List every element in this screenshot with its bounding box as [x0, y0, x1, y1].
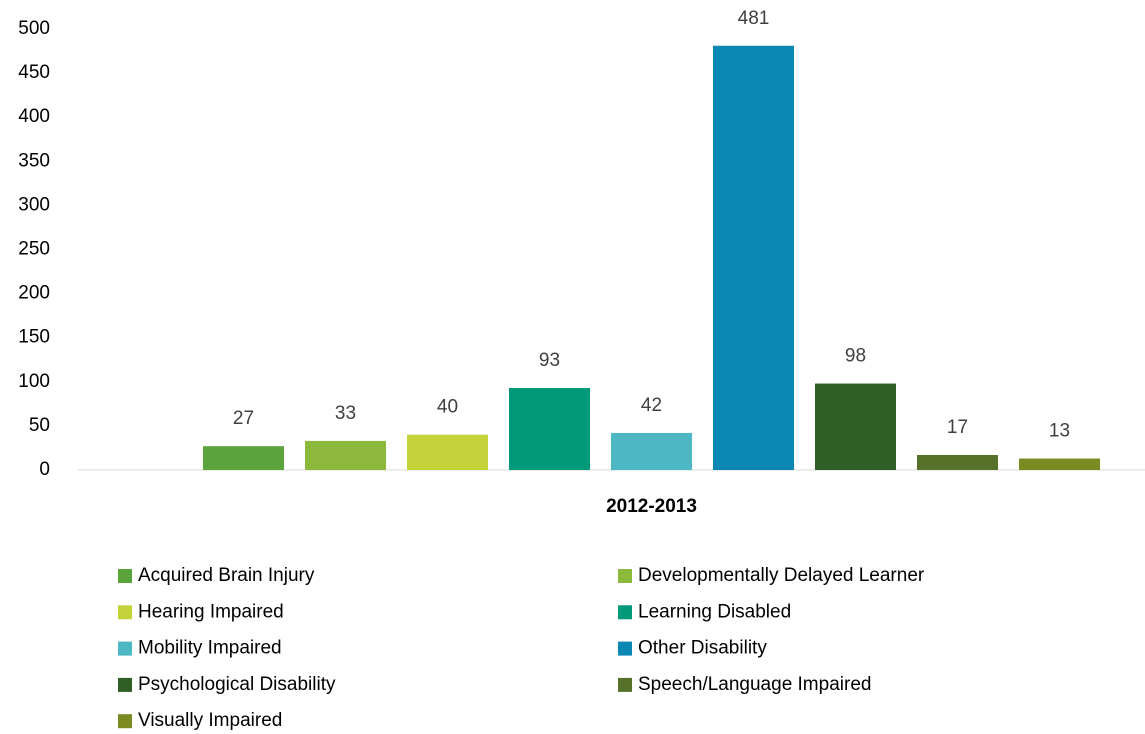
y-tick-label: 450: [18, 62, 50, 83]
bar: [305, 440, 386, 470]
legend-label: Mobility Impaired: [138, 638, 282, 659]
bar: [815, 383, 896, 470]
y-tick-label: 100: [18, 371, 50, 392]
value-label: 17: [947, 417, 968, 438]
value-label: 27: [233, 408, 254, 429]
legend-swatch: [118, 605, 132, 620]
value-label: 93: [539, 350, 560, 371]
legend-label: Other Disability: [638, 638, 767, 659]
legend-swatch: [118, 714, 132, 729]
y-tick-label: 200: [18, 283, 50, 304]
value-label: 40: [437, 397, 458, 418]
legend-swatch: [618, 677, 632, 692]
bar: [509, 387, 590, 470]
value-label: 13: [1049, 421, 1070, 442]
bar: [203, 446, 284, 470]
legend-swatch: [618, 569, 632, 583]
legend-swatch: [118, 641, 132, 656]
y-tick-label: 50: [29, 415, 50, 436]
legend-swatch: [618, 641, 632, 656]
y-tick-label: 300: [18, 194, 50, 215]
legend-swatch: [118, 677, 132, 692]
value-label: 33: [335, 403, 356, 424]
x-tick-label: 2012-2013: [606, 496, 697, 517]
bar: [611, 432, 692, 470]
value-label: 481: [738, 8, 770, 29]
value-label: 42: [641, 395, 662, 416]
bar: [1019, 458, 1100, 470]
legend-label: Hearing Impaired: [138, 601, 284, 622]
legend-label: Learning Disabled: [638, 601, 791, 622]
y-tick-label: 0: [39, 459, 50, 480]
legend-label: Acquired Brain Injury: [138, 565, 315, 586]
legend-label: Speech/Language Impaired: [638, 674, 871, 695]
legend-label: Visually Impaired: [138, 710, 282, 731]
y-tick-label: 500: [18, 18, 50, 39]
value-label: 98: [845, 346, 866, 367]
legend-label: Developmentally Delayed Learner: [638, 565, 925, 586]
legend-swatch: [618, 605, 632, 620]
bar: [917, 455, 998, 470]
bar: [713, 45, 794, 471]
legend-swatch: [118, 569, 132, 583]
y-tick-label: 150: [18, 327, 50, 348]
legend-label: Psychological Disability: [138, 674, 336, 695]
y-tick-label: 400: [18, 106, 50, 127]
bar: [407, 434, 488, 470]
y-tick-label: 350: [18, 150, 50, 171]
y-tick-label: 250: [18, 239, 50, 260]
